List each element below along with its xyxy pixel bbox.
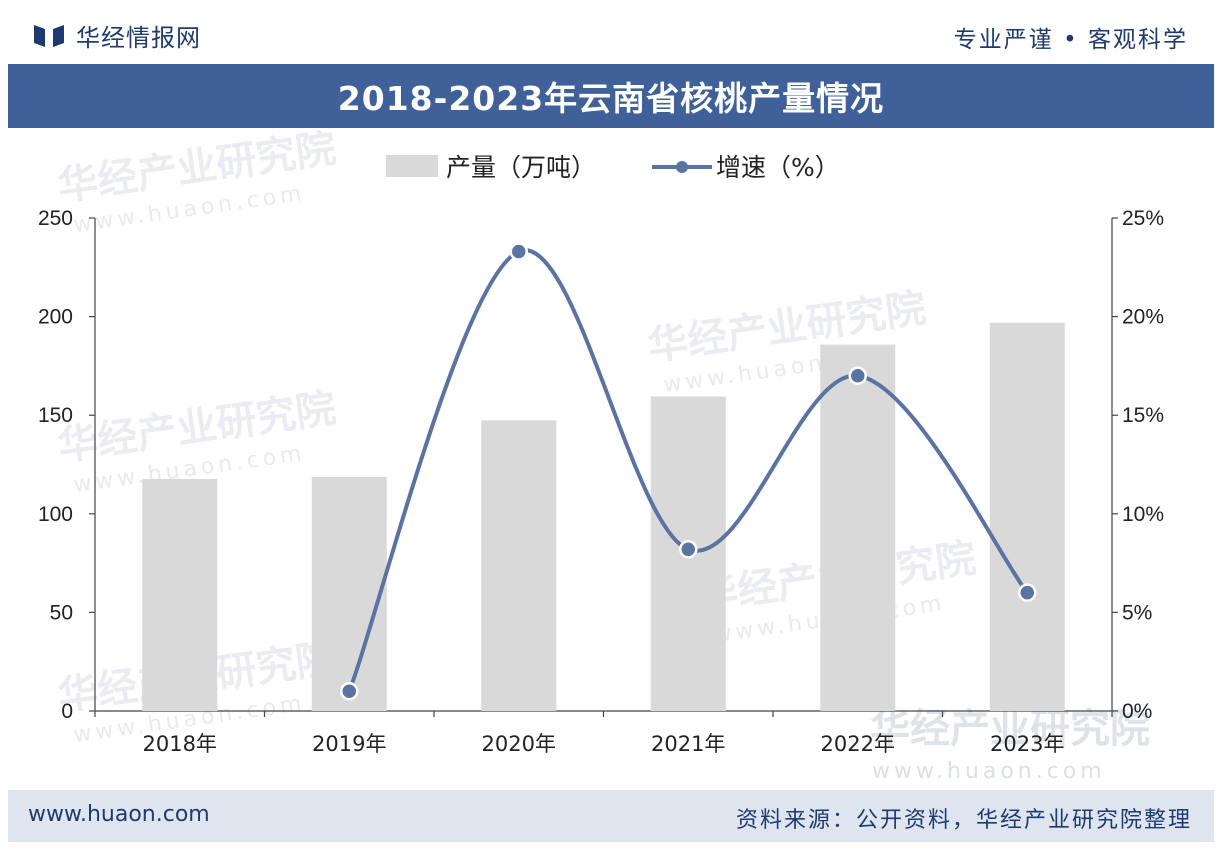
- y-left-tick-label: 200: [38, 306, 73, 329]
- watermarks: 华经产业研究院www.huaon.com华经产业研究院www.huaon.com…: [55, 130, 1150, 784]
- brand[interactable]: 华经情报网: [34, 18, 201, 53]
- bars: [142, 322, 1065, 711]
- legend-line-label: 增速（%）: [716, 153, 840, 182]
- footer-url[interactable]: www.huaon.com: [28, 802, 210, 827]
- legend-bar-label: 产量（万吨）: [446, 153, 596, 182]
- bar: [311, 476, 387, 711]
- y-left-tick-label: 250: [38, 207, 73, 230]
- watermark-url: www.huaon.com: [872, 759, 1106, 784]
- legend-bar-swatch: [386, 155, 438, 177]
- y-left-tick-label: 0: [61, 700, 73, 723]
- axes: 0 50 100 150 200 250 0% 5% 10% 15% 20% 25%: [38, 207, 1164, 723]
- legend: 产量（万吨） 增速（%）: [386, 153, 840, 182]
- logo-icon: [34, 24, 64, 47]
- x-tick-label: 2019年: [312, 732, 386, 756]
- growth-point: [848, 366, 867, 386]
- growth-point: [509, 242, 528, 261]
- growth-line: [340, 242, 1037, 701]
- x-tick-label: 2020年: [482, 732, 556, 756]
- header: 华经情报网 专业严谨 • 客观科学: [0, 0, 1222, 62]
- footer: www.huaon.com 资料来源：公开资料，华经产业研究院整理: [8, 790, 1214, 842]
- growth-point: [679, 540, 698, 559]
- chart: 华经产业研究院www.huaon.com华经产业研究院www.huaon.com…: [38, 130, 1164, 784]
- growth-point: [340, 682, 359, 701]
- y-left-tick-label: 150: [38, 404, 73, 427]
- y-right-tick-label: 0%: [1122, 700, 1152, 723]
- bar: [989, 322, 1065, 711]
- growth-point: [1018, 583, 1037, 602]
- chart-title: 2018-2023年云南省核桃产量情况: [337, 79, 885, 118]
- x-tick-label: 2021年: [651, 732, 725, 756]
- x-tick-label: 2018年: [143, 732, 217, 756]
- y-right-tick-label: 10%: [1122, 503, 1164, 526]
- x-tick-label: 2023年: [990, 732, 1064, 756]
- brand-name: 华经情报网: [76, 24, 201, 52]
- x-axis-ticks: 2018年 2019年 2020年 2021年 2022年 2023年: [143, 732, 1065, 756]
- y-right-tick-label: 25%: [1122, 207, 1164, 230]
- x-tick-label: 2022年: [821, 732, 895, 756]
- bar: [820, 344, 896, 711]
- legend-line-marker: [676, 161, 688, 173]
- bar: [481, 420, 557, 711]
- growth-line-path: [347, 248, 1029, 692]
- y-right-tick-label: 20%: [1122, 306, 1164, 329]
- footer-source: 资料来源：公开资料，华经产业研究院整理: [735, 808, 1192, 833]
- title-bar: 2018-2023年云南省核桃产量情况: [8, 64, 1214, 128]
- y-left-tick-label: 50: [50, 601, 73, 624]
- slogan: 专业严谨 • 客观科学: [953, 27, 1188, 53]
- bar: [142, 478, 218, 711]
- y-right-tick-label: 15%: [1122, 404, 1164, 427]
- watermark-text: 华经产业研究院: [870, 706, 1150, 752]
- y-right-tick-label: 5%: [1122, 601, 1152, 624]
- y-left-tick-label: 100: [38, 503, 73, 526]
